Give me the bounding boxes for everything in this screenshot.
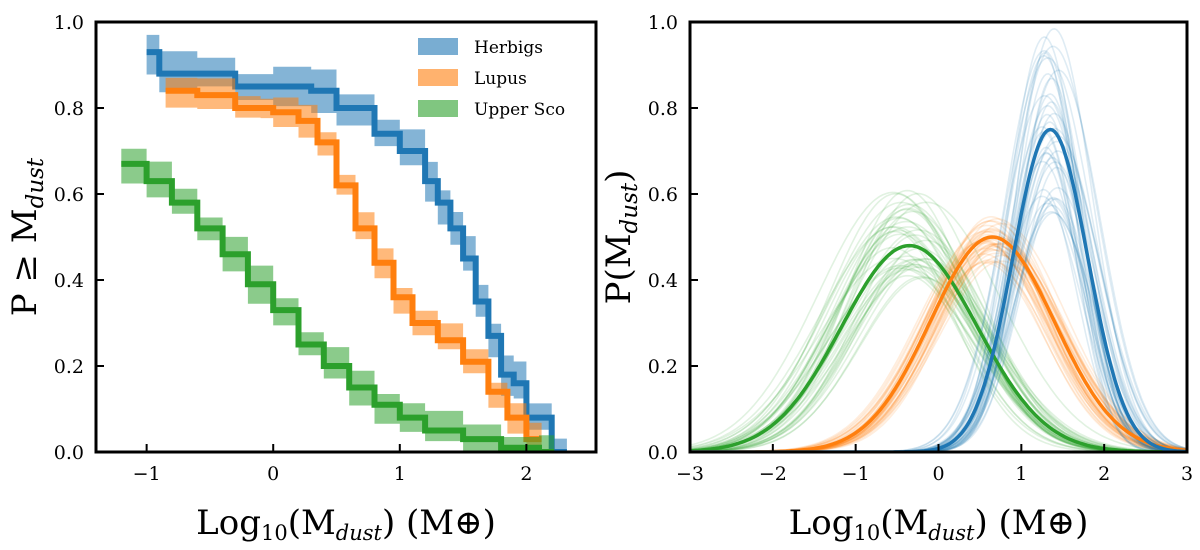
y-axis-label-part: P(M	[599, 233, 639, 304]
legend-swatch	[418, 69, 458, 86]
y-tick-label: 0.4	[54, 270, 84, 292]
x-axis-label-part: (M	[288, 503, 336, 543]
x-axis-label-part: dust	[336, 521, 383, 545]
y-tick-label: 0.2	[648, 356, 678, 378]
y-axis-label-part: )	[599, 170, 639, 183]
step-line-herbigs	[146, 49, 567, 452]
y-tick-label: 0.8	[648, 98, 678, 120]
x-tick-label: 3	[1181, 463, 1193, 485]
y-tick-label: 0.6	[648, 184, 678, 206]
x-tick-label: 0	[267, 463, 279, 485]
posterior-draw-upper-sco	[690, 201, 1187, 452]
plot-area	[690, 27, 1187, 452]
x-axis-label-part: 10	[261, 521, 288, 545]
posterior-draw-upper-sco	[690, 266, 1187, 452]
y-tick-label: 0.0	[648, 442, 678, 464]
step-line-lupus	[165, 87, 542, 443]
x-tick-label: 2	[520, 463, 532, 485]
y-axis-label-part: dust	[617, 182, 643, 233]
posterior-draw-herbigs	[690, 49, 1187, 452]
y-tick-label: 1.0	[648, 12, 678, 34]
x-axis-label-part: ) (M⊕)	[974, 503, 1088, 543]
posterior-draw-herbigs	[690, 94, 1187, 452]
x-axis-label-part: ) (M⊕)	[382, 503, 496, 543]
x-axis-label-part: Log	[789, 503, 854, 543]
legend-swatch	[418, 38, 458, 55]
x-tick-label: 0	[932, 463, 944, 485]
x-tick-label: −2	[759, 463, 787, 485]
x-tick-label: 2	[1098, 463, 1110, 485]
axes-frame	[94, 20, 598, 454]
y-tick-label: 0.0	[54, 442, 84, 464]
legend-swatch	[418, 100, 458, 117]
x-axis-label-part: (M	[880, 503, 928, 543]
legend-label: Upper Sco	[474, 100, 565, 120]
x-tick-label: 1	[1015, 463, 1027, 485]
legend-label: Herbigs	[474, 38, 543, 58]
right-panel-posterior: −3 −2 −1 0 1 2 30.00.20.40.60.81.0Log10(Mdust)…	[599, 12, 1193, 545]
x-axis-label: Log10(Mdust) (M⊕)	[196, 503, 496, 545]
legend: Herbigs Lupus Upper Sco	[418, 38, 565, 120]
y-tick-label: 0.4	[648, 270, 678, 292]
y-axis-label-part: dust	[23, 157, 49, 208]
posterior-draw-herbigs	[690, 57, 1187, 452]
y-axis-label-part: P ≥ M	[5, 208, 45, 316]
y-axis-label: P ≥ Mdust	[5, 157, 49, 316]
y-tick-label: 0.2	[54, 356, 84, 378]
y-tick-label: 0.6	[54, 184, 84, 206]
x-tick-label: −1	[133, 463, 161, 485]
posterior-draw-herbigs	[690, 127, 1187, 452]
x-tick-label: −1	[842, 463, 870, 485]
legend-label: Lupus	[474, 69, 527, 89]
y-axis-label: P(Mdust)	[599, 170, 643, 305]
x-axis-label: Log10(Mdust) (M⊕)	[789, 503, 1089, 545]
left-panel-cumulative: −1 0 1 2 0.0 0.2 0.4 0.6 0.8 1.0 Herbigs Lupus Upper…	[5, 12, 598, 545]
posterior-draw-herbigs	[690, 45, 1187, 452]
x-tick-label: −3	[676, 463, 704, 485]
step-line-upper-sco	[121, 160, 555, 452]
x-tick-label: 1	[394, 463, 406, 485]
x-axis-label-part: dust	[928, 521, 975, 545]
y-tick-label: 0.8	[54, 98, 84, 120]
x-axis-label-part: Log	[196, 503, 261, 543]
band-herbigs	[146, 34, 567, 452]
x-axis-label-part: 10	[853, 521, 880, 545]
y-tick-label: 1.0	[54, 12, 84, 34]
plot-area	[121, 34, 567, 452]
